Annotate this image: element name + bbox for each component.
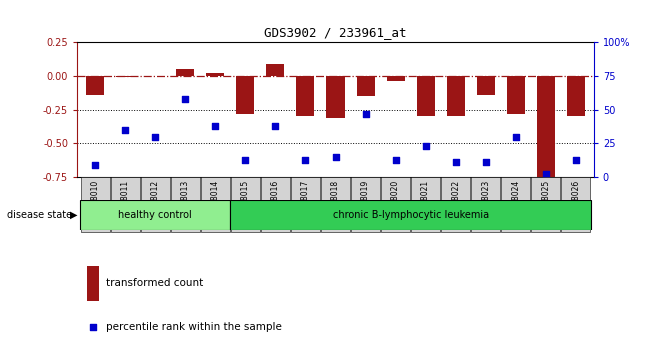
- Text: GSM658014: GSM658014: [211, 180, 220, 226]
- Text: chronic B-lymphocytic leukemia: chronic B-lymphocytic leukemia: [333, 210, 488, 220]
- Text: GSM658018: GSM658018: [331, 180, 340, 226]
- FancyBboxPatch shape: [81, 177, 109, 232]
- Bar: [507, 76, 525, 114]
- Point: [210, 123, 221, 129]
- Bar: [116, 76, 134, 78]
- Point: [180, 96, 191, 102]
- Point: [420, 143, 431, 149]
- FancyBboxPatch shape: [471, 177, 500, 232]
- Text: disease state: disease state: [7, 210, 72, 220]
- Point: [450, 159, 461, 165]
- Bar: [476, 76, 495, 95]
- Bar: [236, 76, 254, 114]
- Text: GSM658017: GSM658017: [301, 180, 310, 226]
- FancyBboxPatch shape: [80, 200, 230, 230]
- Bar: [266, 64, 285, 76]
- Point: [391, 157, 401, 162]
- Bar: [386, 76, 405, 81]
- Point: [88, 324, 99, 330]
- FancyBboxPatch shape: [111, 177, 140, 232]
- FancyBboxPatch shape: [201, 177, 229, 232]
- Text: GSM658025: GSM658025: [541, 180, 550, 226]
- Text: ▶: ▶: [70, 210, 78, 220]
- Text: GSM658015: GSM658015: [241, 180, 250, 226]
- Title: GDS3902 / 233961_at: GDS3902 / 233961_at: [264, 25, 407, 39]
- Point: [511, 134, 521, 139]
- FancyBboxPatch shape: [230, 200, 591, 230]
- Bar: [417, 76, 435, 116]
- Text: healthy control: healthy control: [118, 210, 192, 220]
- Point: [330, 154, 341, 160]
- FancyBboxPatch shape: [351, 177, 380, 232]
- Point: [570, 157, 581, 162]
- FancyBboxPatch shape: [171, 177, 200, 232]
- Text: GSM658020: GSM658020: [391, 180, 400, 226]
- Point: [540, 171, 551, 177]
- Text: GSM658013: GSM658013: [180, 180, 190, 226]
- FancyBboxPatch shape: [291, 177, 320, 232]
- Point: [90, 162, 101, 168]
- Point: [120, 127, 131, 133]
- Bar: [356, 76, 374, 96]
- FancyBboxPatch shape: [381, 177, 410, 232]
- Point: [480, 159, 491, 165]
- Text: GSM658010: GSM658010: [91, 180, 100, 226]
- Text: GSM658021: GSM658021: [421, 180, 430, 226]
- Bar: [87, 266, 99, 301]
- Bar: [86, 76, 104, 95]
- Text: GSM658024: GSM658024: [511, 180, 520, 226]
- Point: [270, 123, 280, 129]
- Bar: [297, 76, 315, 116]
- FancyBboxPatch shape: [141, 177, 170, 232]
- Bar: [537, 76, 555, 177]
- Text: GSM658019: GSM658019: [361, 180, 370, 226]
- FancyBboxPatch shape: [562, 177, 590, 232]
- Bar: [207, 73, 224, 76]
- FancyBboxPatch shape: [442, 177, 470, 232]
- Point: [240, 157, 251, 162]
- Text: GSM658016: GSM658016: [271, 180, 280, 226]
- Bar: [327, 76, 344, 118]
- FancyBboxPatch shape: [261, 177, 290, 232]
- Bar: [176, 69, 195, 76]
- Text: GSM658022: GSM658022: [451, 180, 460, 226]
- Bar: [447, 76, 464, 116]
- Point: [150, 134, 160, 139]
- Text: percentile rank within the sample: percentile rank within the sample: [105, 322, 281, 332]
- FancyBboxPatch shape: [411, 177, 440, 232]
- Text: GSM658026: GSM658026: [571, 180, 580, 226]
- Point: [360, 111, 371, 116]
- FancyBboxPatch shape: [231, 177, 260, 232]
- Point: [300, 157, 311, 162]
- Bar: [567, 76, 585, 116]
- FancyBboxPatch shape: [321, 177, 350, 232]
- Text: GSM658012: GSM658012: [151, 180, 160, 226]
- FancyBboxPatch shape: [531, 177, 560, 232]
- Text: GSM658011: GSM658011: [121, 180, 130, 226]
- Text: transformed count: transformed count: [105, 278, 203, 289]
- Text: GSM658023: GSM658023: [481, 180, 491, 226]
- FancyBboxPatch shape: [501, 177, 530, 232]
